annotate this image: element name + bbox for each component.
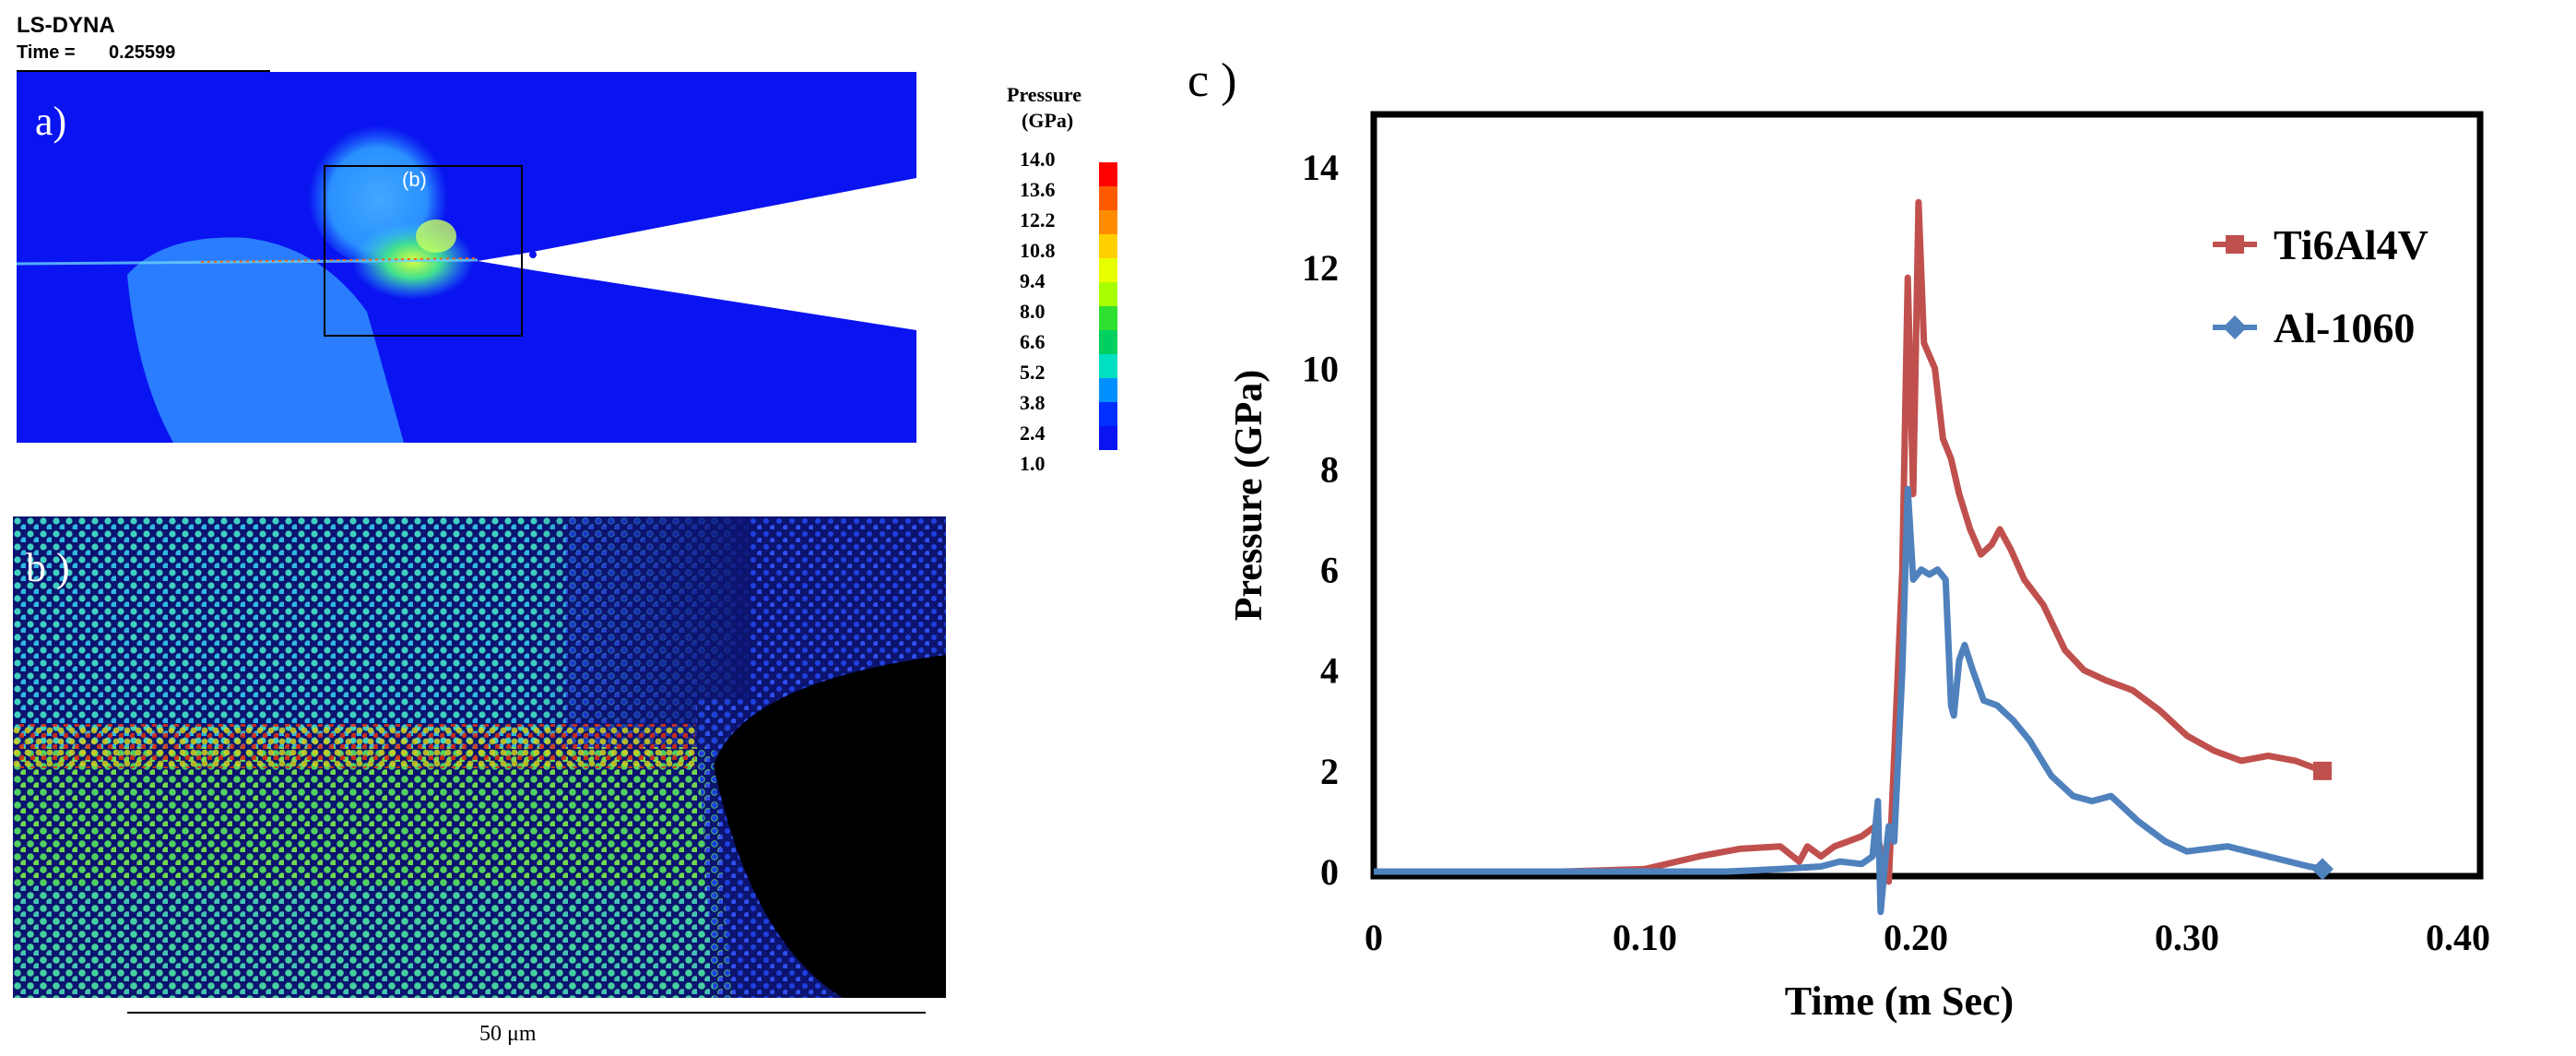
scale-bar-label: 50 μm xyxy=(479,1022,537,1046)
colorbar-segment xyxy=(1099,258,1117,282)
legend-marker xyxy=(2223,315,2247,339)
y-tick-label: 14 xyxy=(1302,147,1339,188)
colorbar-segment xyxy=(1099,234,1117,258)
colorbar-tick-label: 2.4 xyxy=(1020,421,1046,445)
legend-label: Ti6Al4V xyxy=(2274,221,2428,268)
legend-marker xyxy=(2226,235,2244,254)
colorbar-tick-label: 1.0 xyxy=(1020,452,1046,475)
particle-zoom-panel: b ) xyxy=(13,516,946,998)
y-tick-label: 0 xyxy=(1320,851,1339,893)
time-value: 0.25599 xyxy=(109,42,176,63)
y-tick-label: 12 xyxy=(1302,247,1339,289)
colorbar-tick-label: 3.8 xyxy=(1020,391,1046,414)
y-tick-label: 4 xyxy=(1320,650,1339,692)
x-axis-label: Time (m Sec) xyxy=(1785,979,2014,1024)
colorbar-title: Pressure xyxy=(1007,83,1082,106)
series-line-al-1060 xyxy=(1374,485,2323,916)
colorbar-tick-label: 6.6 xyxy=(1020,330,1046,353)
pressure-colorbar xyxy=(1099,162,1117,474)
colorbar-segment xyxy=(1099,210,1117,234)
x-tick-label: 0.20 xyxy=(1884,917,1948,958)
time-label: Time = xyxy=(17,42,76,63)
series-line-ti6al4v xyxy=(1374,198,2324,885)
software-title: LS-DYNA xyxy=(17,13,115,38)
colorbar-unit: (GPa) xyxy=(1022,109,1074,132)
panel-c-label: c ) xyxy=(1188,54,1237,107)
colorbar-tick-label: 14.0 xyxy=(1020,148,1056,171)
colorbar-segment xyxy=(1099,330,1117,354)
pressure-contour-panel: a) (b) xyxy=(17,72,916,443)
colorbar-segment xyxy=(1099,402,1117,426)
x-tick-label: 0.30 xyxy=(2155,917,2219,958)
colorbar-segment xyxy=(1099,426,1117,450)
header-rule xyxy=(17,70,270,72)
series-end-marker xyxy=(2311,858,2334,881)
panel-a-label: a) xyxy=(35,99,67,144)
colorbar-tick-label: 10.8 xyxy=(1020,239,1056,262)
colorbar-tick-label: 9.4 xyxy=(1020,269,1046,292)
colorbar-segment xyxy=(1099,162,1117,186)
particle-zoom-image xyxy=(13,516,946,998)
y-tick-label: 8 xyxy=(1320,448,1339,490)
x-tick-label: 0 xyxy=(1365,917,1383,958)
colorbar-tick-label: 12.2 xyxy=(1020,208,1056,231)
inset-label: (b) xyxy=(402,168,427,191)
x-tick-label: 0.40 xyxy=(2426,917,2490,958)
colorbar-tick-label: 13.6 xyxy=(1020,178,1056,201)
colorbar-segment xyxy=(1099,306,1117,330)
panel-b-label: b ) xyxy=(26,545,70,590)
colorbar-segment xyxy=(1099,186,1117,210)
colorbar-segment xyxy=(1099,354,1117,378)
series-end-marker xyxy=(2313,761,2332,780)
legend-label: Al-1060 xyxy=(2274,304,2415,351)
colorbar-tick-label: 5.2 xyxy=(1020,361,1046,384)
colorbar-tick-label: 8.0 xyxy=(1020,300,1046,323)
colorbar-segment xyxy=(1099,378,1117,402)
pressure-contour-image xyxy=(17,118,916,443)
y-tick-label: 6 xyxy=(1320,550,1339,591)
y-tick-label: 10 xyxy=(1302,348,1339,389)
x-tick-label: 0.10 xyxy=(1613,917,1677,958)
pressure-time-chart: 0 2 4 6 8 10 12 14 0 0.10 0.20 0.30 0.40 Time (m Sec)… xyxy=(1228,111,2490,1024)
scale-bar xyxy=(127,1012,926,1014)
y-tick-label: 2 xyxy=(1320,751,1339,792)
colorbar-segment xyxy=(1099,282,1117,306)
y-axis-label: Pressure (GPa) xyxy=(1228,370,1270,622)
plot-frame xyxy=(1370,111,2484,880)
